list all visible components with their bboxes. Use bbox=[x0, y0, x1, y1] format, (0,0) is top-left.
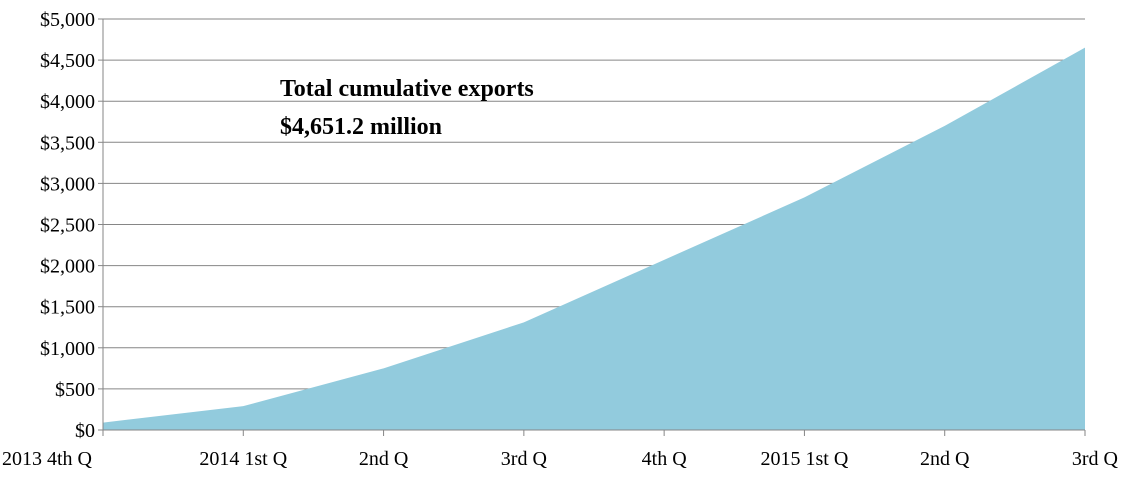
x-tick-label: 2nd Q bbox=[920, 448, 970, 470]
y-tick-label: $0 bbox=[75, 420, 95, 442]
y-tick-labels: $0 $500 $1,000 $1,500 $2,000 $2,500 $3,000 $3,5… bbox=[40, 9, 95, 442]
y-tick-label: $2,500 bbox=[40, 215, 95, 237]
x-tick-label: 2014 1st Q bbox=[199, 448, 287, 470]
axes bbox=[98, 18, 1086, 436]
y-tick-label: $4,500 bbox=[40, 50, 95, 72]
y-tick-label: $5,000 bbox=[40, 9, 95, 31]
y-tick-label: $1,500 bbox=[40, 297, 95, 319]
x-tick-label: 2nd Q bbox=[359, 448, 409, 470]
x-tick-label: 2015 1st Q bbox=[761, 448, 849, 470]
x-tick-label: 2013 4th Q bbox=[2, 448, 93, 470]
y-tick-label: $3,500 bbox=[40, 132, 95, 154]
y-tick-label: $500 bbox=[55, 379, 95, 401]
annotation-line-1: Total cumulative exports bbox=[280, 76, 534, 102]
x-tick-labels: 2013 4th Q 2014 1st Q 2nd Q 3rd Q 4th Q 2015 … bbox=[2, 448, 1119, 470]
x-tick-label: 4th Q bbox=[642, 448, 688, 470]
area-fill bbox=[103, 47, 1085, 431]
annotation-line-2: $4,651.2 million bbox=[280, 114, 442, 140]
gridlines bbox=[103, 18, 1085, 390]
area-series bbox=[103, 47, 1085, 431]
y-tick-label: $1,000 bbox=[40, 338, 95, 360]
y-tick-label: $3,000 bbox=[40, 173, 95, 195]
x-tick-label: 3rd Q bbox=[1072, 448, 1119, 470]
y-tick-label: $4,000 bbox=[40, 91, 95, 113]
x-tick-label: 3rd Q bbox=[501, 448, 548, 470]
y-tick-label: $2,000 bbox=[40, 256, 95, 278]
